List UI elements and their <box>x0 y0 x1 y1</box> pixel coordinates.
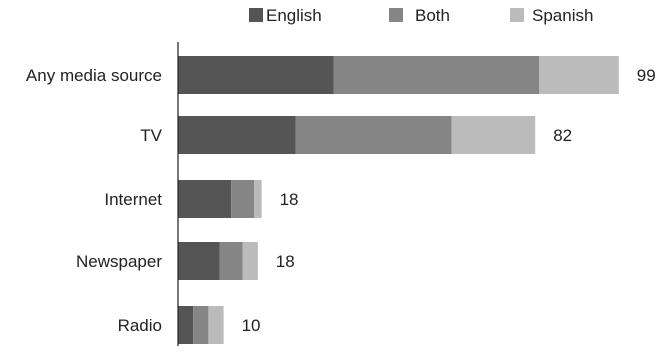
bars <box>178 56 619 344</box>
bar-any-media-source-spanish <box>539 56 619 94</box>
category-label-any-media-source: Any media source <box>26 66 162 85</box>
legend-swatch-english <box>249 8 263 22</box>
total-label-tv: 82 <box>553 126 572 145</box>
category-label-radio: Radio <box>118 316 162 335</box>
category-label-internet: Internet <box>104 190 162 209</box>
bar-newspaper-both <box>219 242 243 280</box>
bar-tv-spanish <box>451 116 536 154</box>
legend-swatch-both <box>389 8 403 22</box>
bar-internet-spanish <box>254 180 262 218</box>
bar-radio-english <box>178 306 194 344</box>
bar-any-media-source-both <box>333 56 539 94</box>
bar-radio-spanish <box>208 306 224 344</box>
legend-label-english: English <box>266 6 322 25</box>
bar-internet-english <box>178 180 232 218</box>
category-label-newspaper: Newspaper <box>76 252 162 271</box>
bar-radio-both <box>193 306 209 344</box>
total-label-radio: 10 <box>242 316 261 335</box>
bar-internet-both <box>231 180 254 218</box>
bar-tv-english <box>178 116 296 154</box>
bar-any-media-source-english <box>178 56 334 94</box>
legend-label-both: Both <box>415 6 450 25</box>
total-label-newspaper: 18 <box>276 252 295 271</box>
total-label-any-media-source: 99 <box>637 66 656 85</box>
legend-swatch-spanish <box>510 8 524 22</box>
category-labels: Any media source TV Internet Newspaper Radio <box>26 66 163 335</box>
total-labels: 99 82 18 18 10 <box>242 66 656 335</box>
bar-newspaper-spanish <box>242 242 258 280</box>
total-label-internet: 18 <box>280 190 299 209</box>
legend: English Both Spanish <box>249 6 593 25</box>
bar-tv-both <box>295 116 452 154</box>
legend-label-spanish: Spanish <box>532 6 593 25</box>
category-label-tv: TV <box>140 126 162 145</box>
bar-newspaper-english <box>178 242 220 280</box>
